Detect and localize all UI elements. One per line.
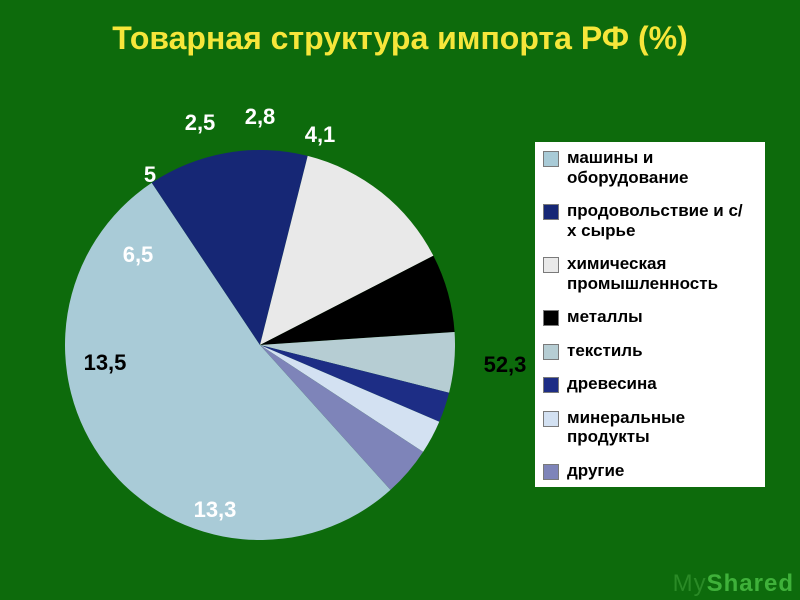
pie-chart [65, 150, 455, 540]
slide-root: Товарная структура импорта РФ (%) машины… [0, 0, 800, 600]
legend-swatch [543, 151, 559, 167]
legend-swatch [543, 257, 559, 273]
legend-label: минеральные продукты [567, 408, 747, 447]
slice-label: 2,8 [245, 104, 276, 130]
slice-label: 6,5 [123, 242, 154, 268]
slice-label: 52,3 [484, 352, 527, 378]
pie-svg [65, 150, 455, 540]
watermark-prefix: My [673, 570, 707, 597]
legend-item: машины и оборудование [543, 148, 755, 187]
legend-swatch [543, 411, 559, 427]
legend-swatch [543, 344, 559, 360]
slice-label: 4,1 [305, 122, 336, 148]
watermark: MyShared [673, 570, 794, 598]
legend-label: древесина [567, 374, 657, 394]
legend-label: текстиль [567, 341, 643, 361]
slide-title: Товарная структура импорта РФ (%) [0, 20, 800, 57]
legend-item: текстиль [543, 341, 755, 361]
legend-label: металлы [567, 307, 643, 327]
legend: машины и оборудование продовольствие и с/… [535, 142, 765, 487]
legend-swatch [543, 204, 559, 220]
slice-label: 13,5 [84, 350, 127, 376]
legend-label: другие [567, 461, 624, 481]
legend-swatch [543, 464, 559, 480]
legend-swatch [543, 377, 559, 393]
legend-swatch [543, 310, 559, 326]
slice-label: 2,5 [185, 110, 216, 136]
watermark-accent: Shared [707, 570, 794, 597]
slice-label: 13,3 [194, 497, 237, 523]
legend-label: продовольствие и с/х сырье [567, 201, 747, 240]
slice-label: 5 [144, 162, 156, 188]
legend-item: минеральные продукты [543, 408, 755, 447]
legend-item: древесина [543, 374, 755, 394]
legend-item: металлы [543, 307, 755, 327]
legend-label: химическая промышленность [567, 254, 747, 293]
legend-item: другие [543, 461, 755, 481]
legend-item: продовольствие и с/х сырье [543, 201, 755, 240]
legend-label: машины и оборудование [567, 148, 747, 187]
legend-item: химическая промышленность [543, 254, 755, 293]
